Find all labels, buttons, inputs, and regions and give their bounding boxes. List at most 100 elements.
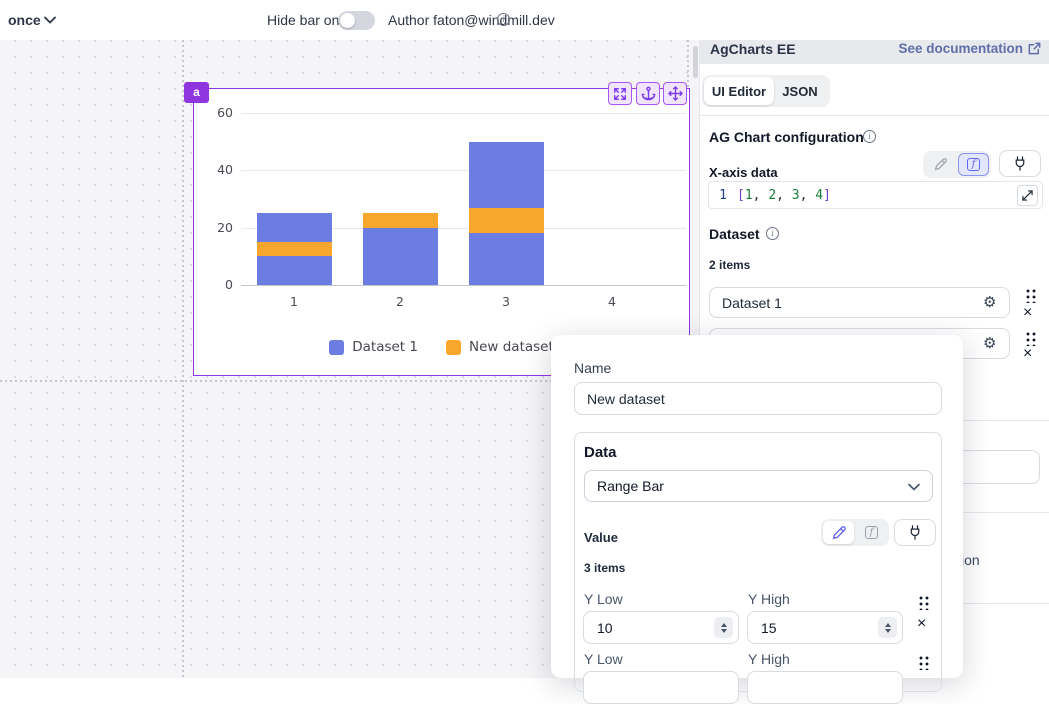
anchor-icon (641, 86, 655, 101)
connect-button[interactable] (894, 519, 936, 546)
expand-component-button[interactable] (608, 82, 632, 105)
y-high-label: Y High (748, 591, 790, 607)
agcharts-component[interactable]: a 0 20 40 60 1 2 3 4 Dataset 1 New dataset (184, 82, 690, 376)
dataset-section-label: Dataset (709, 226, 760, 242)
y-low-label: Y Low (584, 651, 623, 667)
range-bar[interactable] (257, 242, 332, 257)
dataset-settings-modal: Name Data Range Bar Value f 3 items Y Lo… (551, 335, 963, 704)
tab-json[interactable]: JSON (782, 83, 818, 99)
config-section-title: AG Chart configuration (709, 129, 864, 145)
value-input-mode-group: f (821, 519, 889, 546)
component-id-badge: a (184, 82, 209, 103)
anchor-component-button[interactable] (636, 82, 660, 105)
grid-guide (182, 40, 184, 678)
panel-title: AgCharts EE (710, 40, 796, 57)
move-icon (667, 86, 683, 101)
xaxis-data-label: X-axis data (709, 165, 778, 180)
dataset-name-input[interactable] (574, 382, 942, 415)
info-icon[interactable]: i (497, 13, 510, 26)
divider (700, 115, 1049, 116)
pencil-icon (934, 158, 947, 171)
chevron-down-icon (908, 483, 920, 491)
author-label: Author faton@windmill.dev (388, 12, 555, 28)
plug-icon (910, 525, 920, 540)
tab-ui-editor[interactable]: UI Editor (704, 77, 774, 105)
column-bar[interactable] (363, 227, 438, 285)
gridline (241, 113, 686, 114)
legend-item[interactable]: Dataset 1 (329, 339, 418, 355)
remove-dataset-button[interactable]: × (1023, 345, 1033, 362)
dataset-count: 2 items (709, 258, 751, 272)
value-items-count: 3 items (584, 561, 626, 575)
schedule-dropdown-label[interactable]: once (8, 12, 41, 28)
expand-diagonal-icon (1022, 190, 1033, 201)
range-bar[interactable] (363, 213, 438, 228)
x-axis-tick-label: 4 (608, 294, 616, 309)
expand-icon (614, 87, 626, 100)
function-icon: f (865, 526, 878, 539)
gridline (241, 285, 686, 286)
legend-label: Dataset 1 (352, 339, 418, 355)
static-edit-button[interactable] (823, 521, 854, 544)
legend-item[interactable]: New dataset (445, 339, 554, 355)
number-stepper[interactable] (878, 617, 897, 638)
expand-editor-button[interactable] (1017, 185, 1038, 206)
drag-handle[interactable] (1025, 288, 1036, 303)
y-high-input[interactable] (747, 611, 903, 644)
y-axis-tick-label: 60 (217, 105, 233, 120)
remove-value-button[interactable]: × (917, 615, 927, 632)
drag-handle[interactable] (918, 655, 929, 670)
legend-swatch (329, 339, 345, 355)
line-number: 1 (719, 187, 727, 203)
function-icon: f (967, 158, 980, 171)
xaxis-code-editor[interactable]: 1 [1, 2, 3, 4] (708, 181, 1043, 209)
function-mode-button[interactable]: f (856, 521, 887, 544)
x-axis-tick-label: 2 (396, 294, 404, 309)
y-axis-tick-label: 0 (225, 277, 233, 292)
occluded-text-fragment: ion (961, 552, 980, 568)
legend-swatch (445, 339, 461, 355)
legend-label: New dataset (468, 339, 554, 355)
y-axis-tick-label: 40 (217, 162, 233, 178)
dataset1-name-input[interactable] (709, 287, 1010, 318)
info-icon[interactable]: i (863, 130, 876, 143)
code-line: [1, 2, 3, 4] (737, 187, 831, 203)
gridline (241, 227, 686, 229)
data-type-select[interactable]: Range Bar (584, 470, 933, 502)
hide-bar-toggle[interactable] (338, 11, 375, 30)
data-label: Data (584, 444, 617, 461)
y-low-input[interactable] (583, 671, 739, 704)
y-high-input[interactable] (747, 671, 903, 704)
drag-handle[interactable] (1025, 331, 1036, 346)
external-link-icon[interactable] (1027, 41, 1042, 56)
number-stepper[interactable] (714, 617, 733, 638)
y-high-label: Y High (748, 651, 790, 667)
canvas-scrollbar[interactable] (693, 46, 698, 78)
pencil-icon (832, 525, 846, 539)
chart-plot-area: 0 20 40 60 1 2 3 4 Dataset 1 New dataset (194, 89, 689, 375)
topbar: once Hide bar on view Author faton@windm… (0, 0, 1049, 40)
see-documentation-link[interactable]: See documentation (898, 41, 1023, 56)
move-component-button[interactable] (663, 82, 687, 105)
value-label: Value (584, 530, 618, 545)
chart-legend: Dataset 1 New dataset (194, 339, 689, 355)
range-bar[interactable] (469, 207, 544, 234)
function-mode-button[interactable]: f (958, 153, 989, 176)
xaxis-input-mode-group: f (923, 151, 991, 178)
chevron-down-icon[interactable] (44, 16, 56, 24)
x-axis-tick-label: 1 (290, 294, 298, 309)
y-low-input[interactable] (583, 611, 739, 644)
static-edit-button[interactable] (925, 153, 956, 176)
gridline (241, 170, 686, 172)
gear-icon[interactable]: ⚙ (983, 334, 997, 352)
drag-handle[interactable] (918, 595, 929, 610)
remove-dataset-button[interactable]: × (1023, 304, 1033, 321)
data-section: Data Range Bar Value f 3 items Y Low Y H… (574, 432, 942, 704)
grid-guide (0, 380, 699, 382)
connect-button[interactable] (999, 150, 1041, 177)
gear-icon[interactable]: ⚙ (983, 293, 997, 311)
x-axis-tick-label: 3 (502, 294, 510, 309)
info-icon[interactable]: i (766, 227, 779, 240)
plug-icon (1015, 156, 1025, 171)
